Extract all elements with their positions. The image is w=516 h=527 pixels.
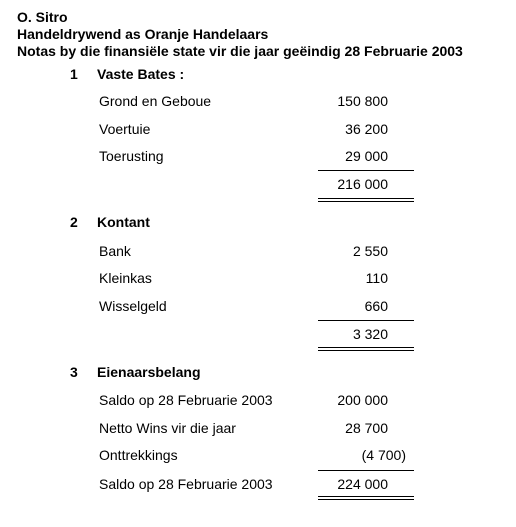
- total-double-rule: [318, 347, 414, 351]
- total-double-rule: [318, 496, 414, 500]
- list-item-amount: 660: [364, 298, 388, 314]
- subtotal-rule: [318, 320, 414, 321]
- closing-balance-label: Saldo op 28 Februarie 2003: [99, 476, 273, 492]
- section-2-number: 2: [70, 214, 78, 230]
- list-item-label: Saldo op 28 Februarie 2003: [99, 392, 273, 408]
- list-item-amount: 110: [365, 270, 388, 286]
- list-item-label: Voertuie: [99, 121, 151, 137]
- list-item-label: Grond en Geboue: [99, 93, 212, 109]
- list-item-label: Onttrekkings: [99, 447, 178, 463]
- list-item-label: Netto Wins vir die jaar: [99, 420, 236, 436]
- list-item-amount: 36 200: [345, 121, 388, 137]
- subtotal-rule: [318, 470, 414, 471]
- list-item-label: Kleinkas: [99, 270, 152, 286]
- list-item-label: Bank: [99, 243, 131, 259]
- list-item-amount: 28 700: [345, 420, 388, 436]
- section-3-title: Eienaarsbelang: [97, 364, 201, 380]
- list-item-label: Wisselgeld: [99, 298, 167, 314]
- total-double-rule: [318, 198, 414, 202]
- list-item-amount: (4 700): [361, 447, 406, 463]
- section-2-total: 3 320: [352, 326, 388, 342]
- notes-title: Notas by die finansiële state vir die ja…: [17, 43, 463, 59]
- section-1-total: 216 000: [337, 176, 388, 192]
- section-2-title: Kontant: [97, 214, 150, 230]
- list-item-amount: 150 800: [337, 93, 388, 109]
- list-item-amount: 29 000: [345, 148, 388, 164]
- section-3-number: 3: [70, 364, 78, 380]
- section-1-title: Vaste Bates :: [97, 66, 185, 82]
- list-item-label: Toerusting: [99, 148, 164, 164]
- closing-balance-amount: 224 000: [337, 476, 388, 492]
- business-name: Handeldrywend as Oranje Handelaars: [17, 26, 269, 42]
- list-item-amount: 200 000: [337, 392, 388, 408]
- subtotal-rule: [318, 170, 414, 171]
- list-item-amount: 2 550: [352, 243, 388, 259]
- owner-name: O. Sitro: [17, 9, 68, 25]
- section-1-number: 1: [70, 66, 78, 82]
